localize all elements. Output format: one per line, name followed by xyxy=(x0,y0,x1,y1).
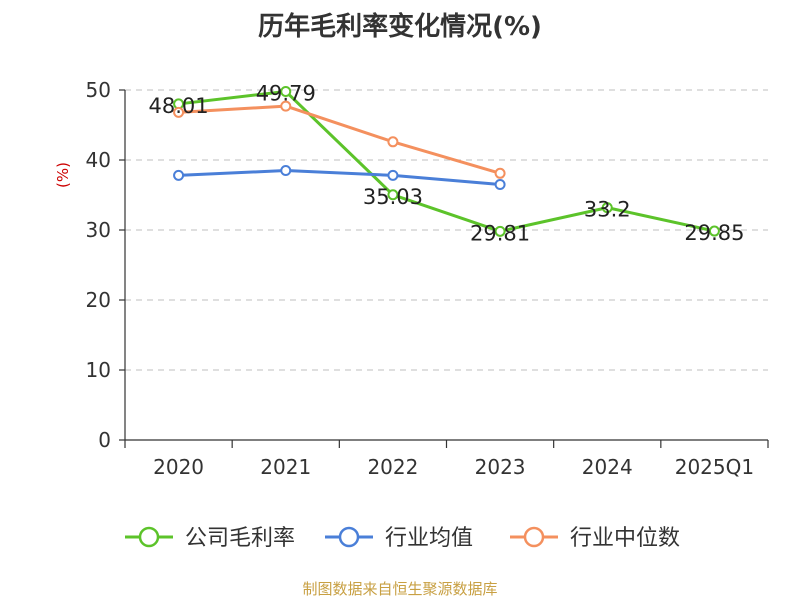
x-tick-label: 2025Q1 xyxy=(675,455,754,479)
data-point xyxy=(387,136,399,148)
grid-lines xyxy=(125,89,768,371)
legend-marker xyxy=(338,526,360,548)
series-lines xyxy=(173,85,720,237)
data-label: 29.85 xyxy=(684,221,744,245)
data-point xyxy=(387,169,399,181)
x-tick-label: 2024 xyxy=(582,455,633,479)
axes: 0 10 20 30 40 50 2020 2021 2022 2023 2024 2025Q1 (%) xyxy=(54,78,769,479)
series-line-0 xyxy=(178,89,715,233)
y-tick-label: 10 xyxy=(86,358,111,382)
data-point xyxy=(387,189,399,201)
y-axis-label: (%) xyxy=(54,162,72,188)
y-tick-label: 30 xyxy=(86,218,111,242)
legend-label: 行业均值 xyxy=(385,526,473,551)
data-point xyxy=(173,106,185,118)
y-tick-label: 50 xyxy=(86,78,111,102)
data-label: 48.01 xyxy=(149,94,209,118)
chart-title: 历年毛利率变化情况(%) xyxy=(258,12,542,42)
legend-marker xyxy=(523,526,545,548)
legend-label: 行业中位数 xyxy=(570,526,680,551)
series-line-2 xyxy=(178,104,501,175)
data-point xyxy=(280,165,292,176)
data-point xyxy=(494,225,506,237)
data-point xyxy=(494,179,506,190)
data-point xyxy=(708,225,720,237)
data-point xyxy=(494,167,506,179)
data-labels: 48.01 49.79 35.03 29.81 33.2 29.85 xyxy=(149,81,745,245)
x-tick-label: 2022 xyxy=(367,455,418,479)
line-chart: 0 10 20 30 40 50 2020 2021 2022 2023 2024 2025Q1 (%)… xyxy=(54,78,769,551)
y-tick-label: 40 xyxy=(86,148,111,172)
data-label: 29.81 xyxy=(470,221,530,245)
x-tick-label: 2021 xyxy=(260,455,311,479)
data-point xyxy=(173,169,185,181)
legend-marker xyxy=(138,526,160,548)
data-label: 35.03 xyxy=(363,185,423,209)
source-note: 制图数据来自恒生聚源数据库 xyxy=(302,580,498,598)
data-point xyxy=(280,85,292,97)
y-tick-label: 0 xyxy=(98,428,111,452)
data-point xyxy=(280,100,292,112)
data-label: 33.2 xyxy=(584,198,631,222)
data-point xyxy=(601,202,613,214)
y-tick-label: 20 xyxy=(86,288,111,312)
x-tick-label: 2023 xyxy=(475,455,526,479)
x-tick-label: 2020 xyxy=(153,455,204,479)
legend-label: 公司毛利率 xyxy=(185,526,295,551)
data-label: 49.79 xyxy=(256,81,316,105)
series-line-1 xyxy=(178,169,501,186)
legend: 公司毛利率 行业均值 行业中位数 xyxy=(125,526,680,551)
